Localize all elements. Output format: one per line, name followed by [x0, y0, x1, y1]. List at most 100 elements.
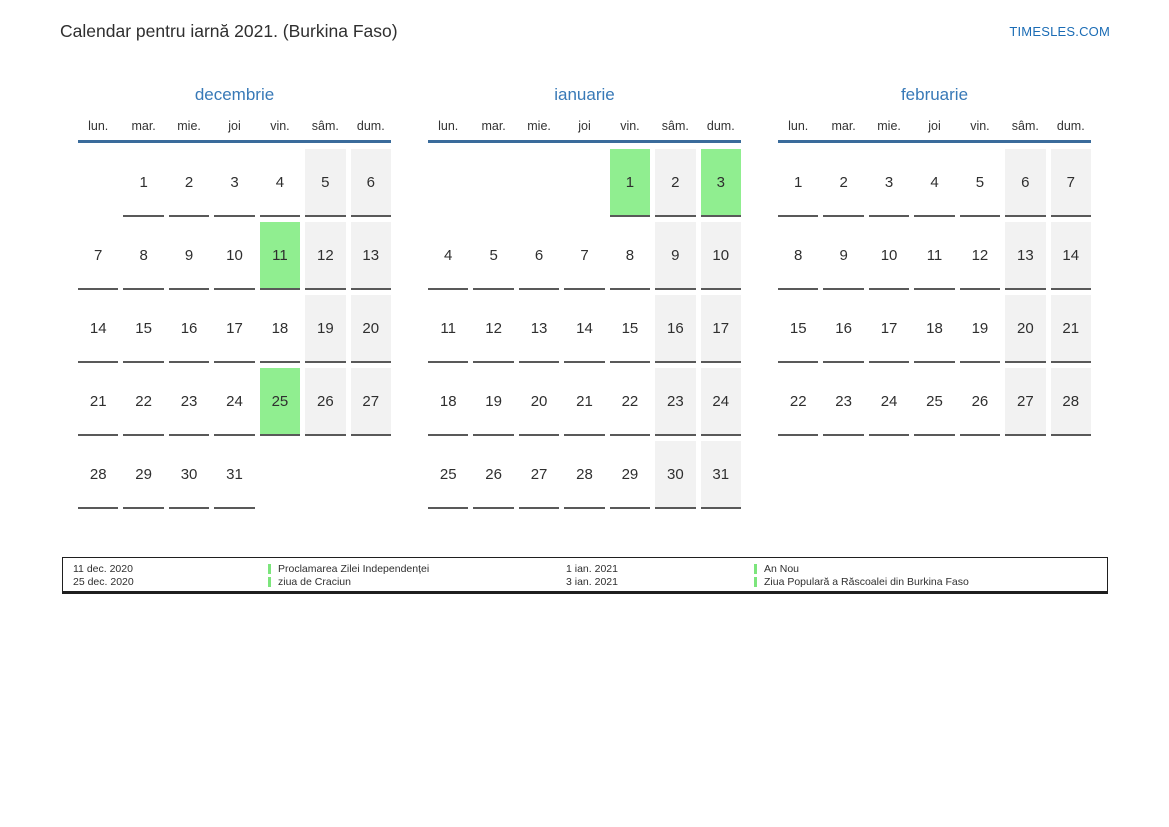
day-number: 27 — [530, 465, 548, 483]
day-number: 5 — [975, 173, 985, 191]
weekday-label: mie. — [177, 119, 201, 133]
day-number: 7 — [94, 246, 103, 264]
weekday-label: vin. — [270, 119, 290, 133]
legend-date: 3 ian. 2021 — [566, 575, 618, 588]
day-cell: 3 — [214, 149, 255, 217]
day-number: 1 — [139, 173, 148, 191]
legend-holiday: ziua de Craciun — [268, 576, 566, 589]
legend-date: 11 dec. 2020 — [73, 563, 133, 575]
day-cell: 4 — [259, 149, 301, 217]
day-cell: 5 — [473, 222, 514, 290]
legend-holiday: An Nou — [754, 563, 1107, 576]
day-cell: 6 — [518, 222, 560, 290]
weekday-label: vin. — [970, 119, 990, 133]
day-number: 18 — [439, 392, 457, 410]
day-number: 1 — [794, 173, 803, 191]
legend-holidays-column: Proclamarea Zilei Independenței ziua de C… — [268, 563, 566, 591]
day-number: 19 — [317, 319, 334, 337]
weekday-header-row: lun. mar. mie. joi vin. sâm. dum. — [78, 119, 391, 143]
day-cell: 3 — [868, 149, 910, 217]
month-title: ianuarie — [554, 85, 615, 104]
day-number: 24 — [712, 392, 730, 410]
day-cell: 14 — [1050, 222, 1091, 290]
day-cell — [564, 149, 604, 217]
day-number: 3 — [884, 173, 894, 191]
day-number: 6 — [1021, 173, 1030, 191]
day-cell: 14 — [564, 295, 605, 363]
site-link[interactable]: TIMESLES.COM — [1009, 24, 1110, 39]
day-cell: 12 — [473, 295, 514, 363]
day-number: 7 — [1066, 173, 1075, 191]
day-number: 8 — [794, 246, 803, 264]
day-number: 10 — [712, 246, 730, 264]
day-cell — [78, 149, 118, 217]
day-number: 28 — [1062, 392, 1080, 410]
day-cell: 8 — [123, 222, 164, 290]
day-number: 2 — [839, 173, 848, 191]
day-number: 1 — [625, 173, 635, 191]
day-cell: 18 — [259, 295, 301, 363]
day-number: 17 — [880, 319, 898, 337]
day-cell: 28 — [78, 441, 119, 509]
day-cell: 15 — [778, 295, 819, 363]
day-number: 14 — [576, 319, 593, 337]
day-cell: 27 — [350, 368, 391, 436]
day-cell: 26 — [959, 368, 1001, 436]
weekday-header-row: lun. mar. mie. joi vin. sâm. dum. — [778, 119, 1091, 143]
day-cell: 30 — [655, 441, 696, 509]
day-number: 18 — [926, 319, 943, 337]
day-cell: 3 — [700, 149, 741, 217]
legend-dates-column: 11 dec. 2020 25 dec. 2020 — [63, 563, 268, 591]
weekday-label: dum. — [356, 119, 385, 133]
day-cell: 21 — [78, 368, 119, 436]
day-number: 4 — [444, 246, 453, 264]
day-number: 19 — [485, 392, 502, 410]
day-cell: 6 — [350, 149, 391, 217]
day-number: 10 — [880, 246, 898, 264]
day-cell: 23 — [168, 368, 210, 436]
legend-box: 11 dec. 2020 25 dec. 2020 Proclamarea Zil… — [62, 557, 1108, 594]
day-number: 24 — [226, 392, 243, 410]
day-number: 10 — [226, 246, 243, 264]
day-cell: 19 — [305, 295, 346, 363]
day-cell: 5 — [959, 149, 1001, 217]
day-cell: 20 — [350, 295, 391, 363]
day-cell: 27 — [518, 441, 560, 509]
days-grid: 1 2 3 4 5 6 7 8 9 10 11 12 13 14 15 16 17 18 19 20 21 22 23 24 2… — [428, 149, 741, 509]
weekday-label: sâm. — [311, 119, 339, 133]
day-number: 22 — [135, 392, 152, 410]
day-number: 15 — [789, 319, 807, 337]
day-cell: 19 — [473, 368, 514, 436]
day-number: 6 — [534, 246, 544, 264]
day-number: 11 — [272, 246, 288, 264]
day-cell — [305, 441, 345, 509]
weekday-label: mie. — [527, 119, 551, 133]
weekday-label: joi — [578, 119, 591, 133]
day-number: 8 — [139, 246, 148, 264]
day-cell: 29 — [123, 441, 164, 509]
day-number: 18 — [271, 319, 289, 337]
day-number: 7 — [580, 246, 589, 264]
weekday-label: lun. — [88, 119, 109, 133]
day-cell: 4 — [914, 149, 955, 217]
day-cell: 26 — [305, 368, 346, 436]
weekday-label: lun. — [788, 119, 809, 133]
day-cell: 10 — [214, 222, 255, 290]
day-cell: 28 — [564, 441, 605, 509]
day-cell: 7 — [564, 222, 605, 290]
day-number: 17 — [712, 319, 730, 337]
day-number: 4 — [930, 173, 939, 191]
legend-holiday-name: Proclamarea Zilei Independenței — [278, 563, 430, 575]
day-number: 28 — [89, 465, 107, 483]
day-cell: 29 — [609, 441, 651, 509]
weekday-label: mie. — [877, 119, 901, 133]
day-number: 21 — [89, 392, 107, 410]
day-cell: 17 — [700, 295, 741, 363]
day-number: 20 — [362, 319, 380, 337]
days-grid: 1 2 3 4 5 6 7 8 9 10 11 12 13 14 15 16 17 18 19 20 21 22 23 24 2… — [78, 149, 391, 509]
weekday-label: sâm. — [1011, 119, 1039, 133]
month-title: februarie — [900, 85, 969, 104]
